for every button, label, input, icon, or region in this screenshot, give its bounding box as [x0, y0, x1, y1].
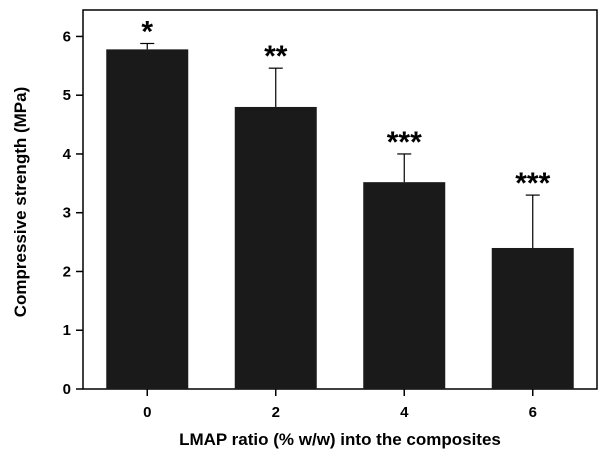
y-tick-label: 3 [63, 205, 71, 222]
bar-0 [106, 49, 189, 390]
y-tick-label: 6 [63, 28, 71, 45]
error-bars-group [140, 42, 540, 248]
y-tick-label: 2 [63, 263, 71, 280]
x-tick-label: 6 [529, 404, 537, 421]
y-tick-label: 4 [63, 146, 72, 163]
bar-4 [363, 182, 446, 389]
y-axis-title: Compressive strength (MPa) [11, 87, 30, 318]
plot-frame [82, 9, 598, 390]
x-tick-label: 2 [272, 404, 280, 421]
bars-group [106, 49, 574, 390]
y-tick-label: 1 [63, 322, 71, 339]
x-axis-title: LMAP ratio (% w/w) into the composites [179, 430, 501, 449]
plot-area-border [82, 9, 598, 390]
bar-2 [234, 106, 317, 389]
bar-6 [491, 247, 574, 389]
x-tick-label: 4 [400, 404, 409, 421]
significance-marker: ** [264, 40, 288, 73]
significance-marker: *** [387, 126, 422, 159]
significance-annotations: ********* [141, 15, 550, 200]
x-tick-label: 0 [143, 404, 151, 421]
significance-marker: *** [515, 167, 550, 200]
significance-marker: * [141, 15, 153, 48]
y-axis-ticks: 0 1 2 3 4 5 6 [63, 28, 83, 398]
y-tick-label: 0 [63, 381, 71, 398]
x-axis-ticks: 0 2 4 6 [143, 389, 537, 421]
y-tick-label: 5 [63, 87, 71, 104]
